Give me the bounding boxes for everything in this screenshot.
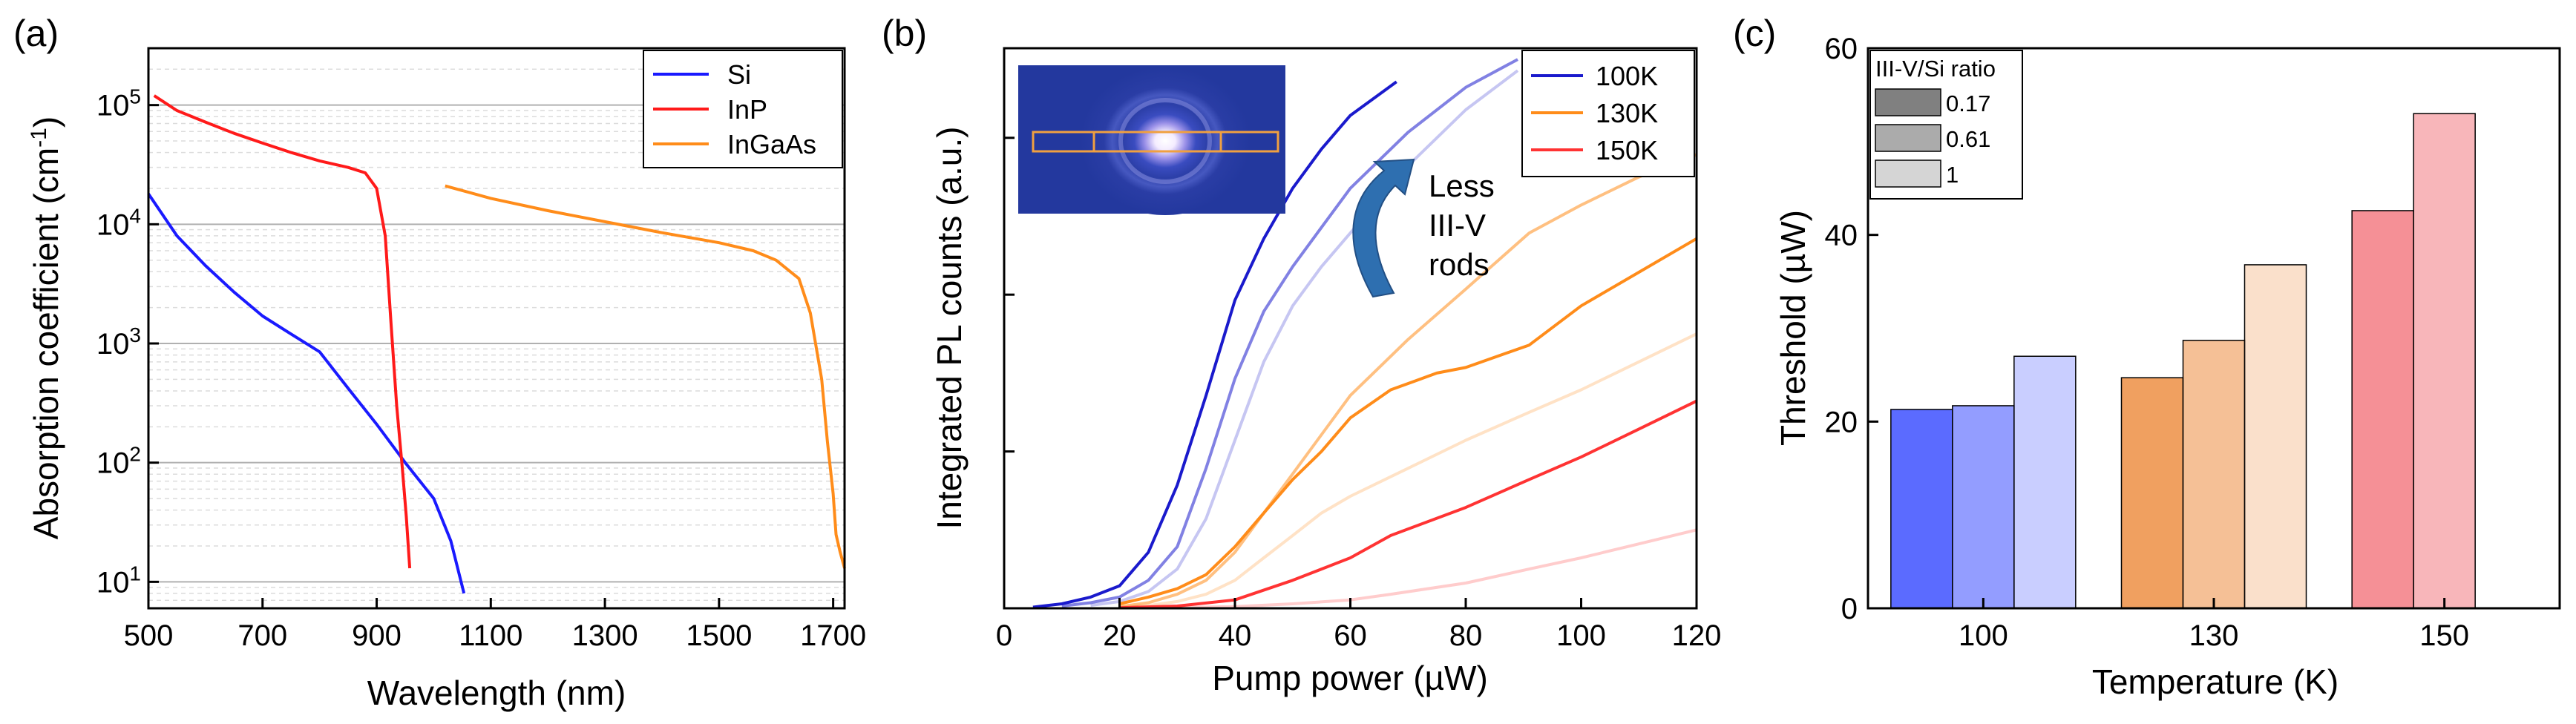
panel-c-y-label: Threshold (µW) xyxy=(1774,210,1812,446)
panel-a-series xyxy=(147,94,846,594)
series-line-130k-ratio-1 xyxy=(1119,332,1697,608)
panel-b-annotation: Less III-V rods xyxy=(1352,158,1495,298)
x-tick-label: 80 xyxy=(1449,619,1483,652)
x-tick-label: 120 xyxy=(1672,619,1722,652)
panel-a-label: (a) xyxy=(13,13,59,54)
series-line-100k-ratio-0-17 xyxy=(1032,80,1397,608)
inset-mode-profile xyxy=(1080,67,1251,215)
series-line-si xyxy=(147,193,466,594)
x-tick-label: 500 xyxy=(124,619,174,652)
legend-label-100k: 100K xyxy=(1596,61,1658,91)
x-tick-label: 20 xyxy=(1103,619,1136,652)
series-line-150k-ratio-0-61 xyxy=(1177,528,1697,608)
panel-c-bars xyxy=(1890,113,2476,609)
panel-a-y-label-sup: -1 xyxy=(27,128,51,148)
legend-label-130k: 130K xyxy=(1596,98,1658,128)
panel-a-y-label: Absorption coefficient (cm-1) xyxy=(27,116,65,539)
series-line-inp xyxy=(153,94,412,569)
x-tick-label: 1100 xyxy=(459,619,522,652)
legend-swatch-0.61 xyxy=(1875,124,1941,152)
x-tick-label: 60 xyxy=(1334,619,1367,652)
x-tick-label: 150 xyxy=(2419,619,2469,652)
panel-b-x-ticks: 0 20 40 60 80 100 120 xyxy=(996,598,1722,652)
inset-mode-ring xyxy=(1118,98,1212,184)
y-tick-label: 103 xyxy=(96,323,141,361)
legend-label-150k: 150K xyxy=(1596,135,1658,165)
x-tick-label: 1300 xyxy=(572,619,638,652)
bar-130-1 xyxy=(2244,264,2307,609)
panel-b-label: (b) xyxy=(882,13,927,54)
x-tick-label: 40 xyxy=(1219,619,1252,652)
panel-a-legend: Si InP InGaAs xyxy=(643,50,843,168)
curved-arrow-icon xyxy=(1352,158,1415,298)
series-line-130k-ratio-0-61 xyxy=(1119,153,1697,608)
panel-a-x-ticks: 500 700 900 1100 1300 1500 1700 xyxy=(124,598,866,652)
legend-label-inp: InP xyxy=(727,94,767,125)
panel-a-x-label: Wavelength (nm) xyxy=(367,674,626,712)
x-tick-label: 700 xyxy=(237,619,287,652)
panel-b-inset xyxy=(1018,65,1285,215)
panel-a-y-label-end: ) xyxy=(27,116,65,128)
legend-swatch-1 xyxy=(1875,159,1941,188)
panel-a-frame xyxy=(147,47,846,610)
panel-c-label: (c) xyxy=(1733,13,1776,54)
panel-c-legend: III-V/Si ratio 0.17 0.61 1 xyxy=(1869,50,2023,200)
y-tick-label: 102 xyxy=(96,443,141,480)
panel-b-y-label: Integrated PL counts (a.u.) xyxy=(930,127,969,530)
y-tick-label: 101 xyxy=(96,562,141,599)
panel-a-y-label-main: Absorption coefficient (cm xyxy=(27,148,65,539)
bar-130-0.61 xyxy=(2182,340,2246,609)
legend-label-ingaas: InGaAs xyxy=(727,129,816,159)
y-tick-label: 60 xyxy=(1825,33,1858,65)
panel-b-y-ticks xyxy=(1004,136,1015,610)
bar-100-1 xyxy=(2013,355,2077,609)
panel-a-y-ticks: 101 102 103 104 105 xyxy=(96,85,159,599)
panel-c-y-ticks: 0 20 40 60 xyxy=(1825,33,1878,625)
bar-100-0.17 xyxy=(1890,409,1953,609)
y-tick-label: 0 xyxy=(1841,593,1858,625)
x-tick-label: 1500 xyxy=(686,619,752,652)
y-tick-label: 105 xyxy=(96,85,141,122)
x-tick-label: 0 xyxy=(996,619,1012,652)
inset-rod-outlines xyxy=(1032,131,1279,153)
bar-130-0.17 xyxy=(2120,377,2184,609)
legend-label-si: Si xyxy=(727,59,751,90)
annotation-line-3: rods xyxy=(1429,247,1489,282)
x-tick-label: 100 xyxy=(1556,619,1606,652)
legend-label-0.61: 0.61 xyxy=(1946,126,1990,152)
panel-b-legend: 100K 130K 150K xyxy=(1521,50,1695,177)
series-line-150k-ratio-0-17 xyxy=(1119,399,1697,608)
legend-title: III-V/Si ratio xyxy=(1875,56,1996,82)
panel-a: (a) 500 700 900 1100 1300 1500 1700 1011021031… xyxy=(13,13,866,712)
y-tick-label: 104 xyxy=(96,204,141,241)
panel-c-x-ticks: 100 130 150 xyxy=(1959,598,2469,652)
x-tick-label: 100 xyxy=(1959,619,2008,652)
series-line-ingaas xyxy=(445,184,846,569)
panel-c-x-label: Temperature (K) xyxy=(2092,662,2339,701)
x-tick-label: 130 xyxy=(2189,619,2239,652)
panel-c: (c) 100 130 150 0 20 40 60 Temperature (K) Th… xyxy=(1733,13,2561,701)
panel-b: (b) 0 20 40 60 80 100 120 Pump power (µW) Inte… xyxy=(882,13,1721,697)
legend-label-1: 1 xyxy=(1946,162,1959,188)
panel-a-legend-box xyxy=(643,50,843,168)
y-tick-label: 40 xyxy=(1825,220,1858,252)
bar-150-0.61 xyxy=(2413,113,2476,609)
bar-150-0.17 xyxy=(2351,210,2414,609)
y-tick-label: 20 xyxy=(1825,406,1858,438)
panel-b-x-label: Pump power (µW) xyxy=(1212,659,1488,697)
series-line-100k-ratio-0-61 xyxy=(1061,58,1518,608)
legend-label-0.17: 0.17 xyxy=(1946,90,1990,116)
bar-100-0.61 xyxy=(1952,405,2015,609)
x-tick-label: 900 xyxy=(352,619,402,652)
annotation-line-1: Less xyxy=(1429,168,1495,203)
x-tick-label: 1700 xyxy=(800,619,866,652)
series-line-130k-ratio-0-17 xyxy=(1119,237,1697,605)
legend-swatch-0.17 xyxy=(1875,88,1941,116)
annotation-line-2: III-V xyxy=(1429,208,1486,243)
